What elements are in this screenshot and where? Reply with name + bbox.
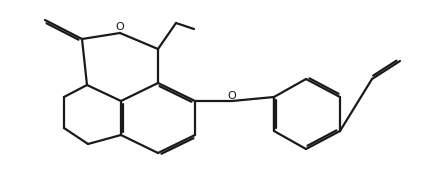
Text: O: O [227,91,236,101]
Text: O: O [116,22,124,32]
